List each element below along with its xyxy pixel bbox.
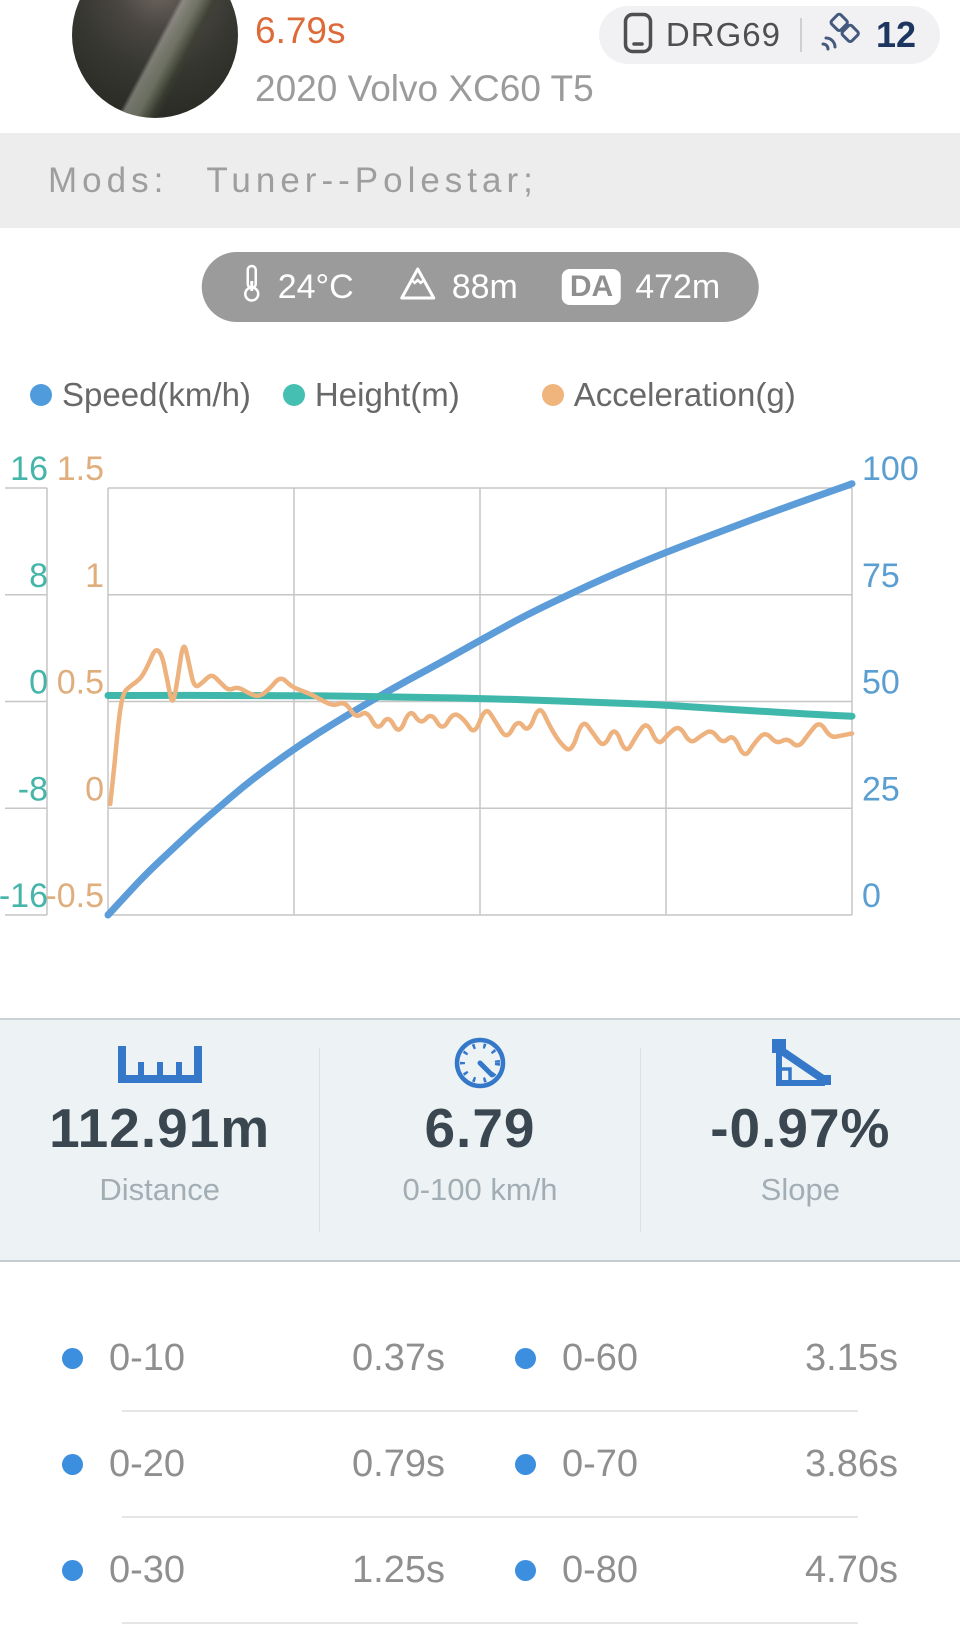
svg-text:100: 100 (862, 450, 919, 488)
height-series-line (104, 691, 856, 720)
svg-text:75: 75 (862, 557, 900, 595)
mods-bar: Mods: Tuner--Polestar; (0, 133, 960, 228)
split-bullet-icon (515, 1453, 536, 1475)
avatar[interactable] (72, 0, 238, 118)
split-row: 0-30 1.25s 0-80 4.70s (0, 1518, 960, 1622)
row-divider (122, 1622, 858, 1624)
stats-divider (319, 1048, 321, 1232)
svg-text:8: 8 (29, 557, 48, 595)
accel-time-value: 6.79 (424, 1097, 536, 1159)
svg-text:50: 50 (862, 664, 900, 702)
chart-legend: Speed(km/h) Height(m) Acceleration(g) (30, 376, 796, 414)
split-bullet-icon (515, 1347, 536, 1369)
ruler-icon (116, 1038, 204, 1088)
split-time: 0.37s (352, 1336, 445, 1379)
device-name: DRG69 (665, 16, 781, 53)
stat-slope: -0.97% Slope (641, 1020, 960, 1260)
mountain-icon (398, 265, 438, 310)
svg-text:-8: -8 (18, 770, 48, 808)
distance-value: 112.91m (49, 1097, 271, 1159)
distance-label: Distance (99, 1172, 220, 1207)
satellite-count: 12 (875, 14, 916, 55)
svg-text:-0.5: -0.5 (45, 877, 104, 915)
split-time: 3.86s (805, 1442, 898, 1485)
thermometer-icon (240, 263, 264, 312)
svg-text:0: 0 (29, 664, 48, 702)
split-range: 0-60 (562, 1336, 639, 1379)
split-time: 3.15s (805, 1336, 898, 1379)
split-bullet-icon (62, 1559, 83, 1581)
mods-label: Mods: (48, 160, 169, 200)
accel-time-label: 0-100 km/h (402, 1172, 558, 1207)
svg-text:1.5: 1.5 (57, 450, 104, 488)
svg-text:0: 0 (862, 877, 881, 915)
split-range: 0-70 (562, 1442, 639, 1485)
split-time: 1.25s (352, 1548, 445, 1591)
split-item-0-20[interactable]: 0-20 0.79s (62, 1443, 503, 1486)
conditions-pill: 24°C 88m DA 472m (201, 252, 759, 322)
speedometer-icon (451, 1037, 509, 1089)
altitude-value: 88m (451, 267, 518, 306)
stat-time: 6.79 0-100 km/h (320, 1020, 639, 1260)
svg-text:0: 0 (85, 770, 104, 808)
split-range: 0-20 (109, 1442, 186, 1485)
mods-value: Tuner--Polestar; (206, 160, 538, 200)
split-range: 0-30 (109, 1548, 186, 1591)
speed-legend-dot (30, 384, 52, 406)
legend-item-speed[interactable]: Speed(km/h) (30, 376, 251, 414)
accel-series-line (107, 644, 855, 807)
svg-text:-16: -16 (0, 877, 48, 915)
svg-text:25: 25 (862, 770, 900, 808)
split-row: 0-20 0.79s 0-70 3.86s (0, 1412, 960, 1516)
car-name: 2020 Volvo XC60 T5 (255, 68, 594, 109)
slope-icon (765, 1038, 835, 1088)
split-item-0-30[interactable]: 0-30 1.25s (62, 1549, 503, 1592)
split-item-0-70[interactable]: 0-70 3.86s (503, 1443, 898, 1486)
run-time: 6.79s (255, 10, 346, 51)
y-axis-height-labels: 16 8 0 -8 -16 (0, 450, 48, 915)
svg-text:16: 16 (10, 450, 48, 488)
stats-panel: 112.91m Distance 6.79 0-100 km/h (0, 1018, 960, 1262)
row-divider (122, 1410, 858, 1412)
split-bullet-icon (62, 1453, 83, 1475)
device-badge[interactable]: DRG69 12 (598, 6, 940, 64)
badge-divider (799, 18, 802, 52)
legend-item-acceleration[interactable]: Acceleration(g) (541, 376, 796, 414)
split-range: 0-80 (562, 1548, 639, 1591)
splits-table: 0-10 0.37s 0-60 3.15s 0-20 0.79s 0-70 3.86s 0-30… (0, 1262, 960, 1624)
stats-divider (639, 1048, 641, 1232)
chart-grid (5, 487, 853, 916)
legend-item-height[interactable]: Height(m) (282, 376, 460, 414)
split-bullet-icon (62, 1347, 83, 1369)
y-axis-accel-labels: 1.5 1 0.5 0 -0.5 (45, 450, 104, 915)
split-bullet-icon (515, 1559, 536, 1581)
row-divider (122, 1516, 858, 1518)
split-time: 0.79s (352, 1442, 445, 1485)
stat-distance: 112.91m Distance (0, 1020, 319, 1260)
slope-value: -0.97% (710, 1097, 891, 1159)
telemetry-chart[interactable]: 16 8 0 -8 -16 1.5 1 0.5 0 -0.5 100 75 50 25 0 (0, 450, 960, 920)
svg-text:0.5: 0.5 (57, 664, 104, 702)
height-legend-dot (282, 384, 305, 406)
phone-icon (623, 12, 653, 59)
speed-series-line (104, 480, 856, 919)
da-badge: DA (561, 269, 622, 305)
y-axis-speed-labels: 100 75 50 25 0 (862, 450, 919, 915)
acceleration-legend-dot (541, 384, 564, 406)
svg-text:1: 1 (85, 557, 104, 595)
slope-label: Slope (760, 1172, 840, 1207)
split-row: 0-10 0.37s 0-60 3.15s (0, 1306, 960, 1410)
split-time: 4.70s (805, 1548, 898, 1591)
split-range: 0-10 (109, 1336, 186, 1379)
density-altitude-value: 472m (635, 267, 721, 306)
temperature-value: 24°C (277, 267, 354, 306)
split-item-0-10[interactable]: 0-10 0.37s (62, 1337, 503, 1380)
split-item-0-60[interactable]: 0-60 3.15s (503, 1337, 898, 1380)
satellite-icon (821, 12, 863, 59)
split-item-0-80[interactable]: 0-80 4.70s (503, 1549, 898, 1592)
